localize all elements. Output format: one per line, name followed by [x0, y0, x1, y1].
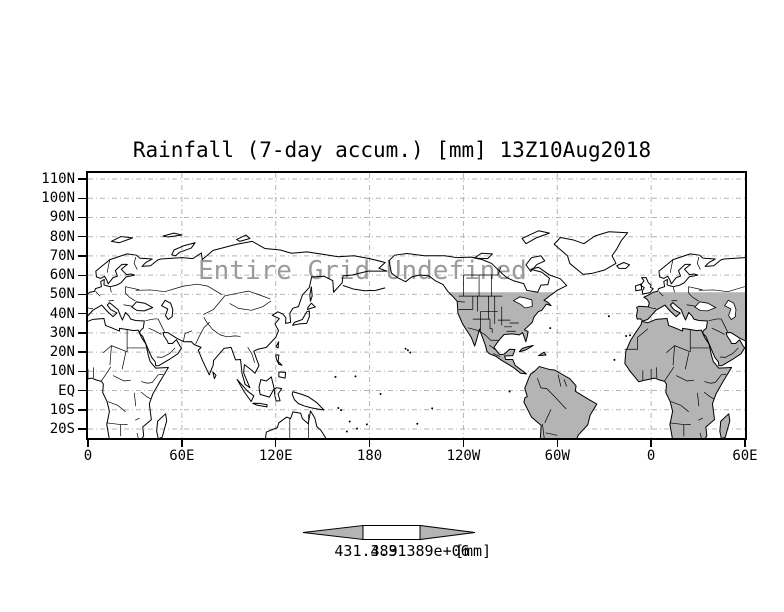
lat-tick-label: 20N: [49, 344, 75, 361]
lat-tick-label: 40N: [49, 305, 75, 322]
lon-tick-mark: [744, 439, 746, 447]
lat-tick-mark: [78, 332, 87, 334]
lat-tick-mark: [78, 236, 87, 238]
colorbar: [302, 524, 476, 541]
lon-tick-label: 0: [646, 448, 656, 464]
lat-tick-label: 50N: [49, 286, 75, 303]
borders-australia: [288, 413, 310, 438]
lat-tick-mark: [78, 389, 87, 392]
coast-eurasia: [88, 240, 388, 389]
coast-caspian: [160, 299, 174, 321]
lat-tick-mark: [78, 255, 87, 257]
undefined-grid-watermark: Entire Grid Undefined: [198, 256, 527, 286]
lat-tick-label: 80N: [49, 228, 75, 245]
lat-tick-label: 10S: [49, 401, 75, 418]
lon-tick-label: 120W: [446, 448, 481, 464]
colorbar-units-label: [mm]: [455, 542, 492, 560]
lat-tick-label: 10N: [49, 363, 75, 380]
coast-africa: [88, 317, 170, 438]
map-transform-group: [88, 229, 745, 438]
lon-tick-mark: [181, 439, 183, 447]
aleutian-islands: [343, 286, 385, 291]
lon-tick-mark: [87, 439, 89, 447]
lat-tick-mark: [78, 428, 87, 430]
shaded-land-layer: [389, 292, 745, 438]
small-islands-dots: [335, 316, 630, 431]
lat-tick-label: 20S: [49, 420, 75, 437]
lon-tick-mark: [556, 439, 558, 447]
lon-tick-label: 60W: [544, 448, 570, 464]
lat-tick-mark: [78, 351, 87, 353]
lat-tick-mark: [78, 216, 87, 219]
coastline-layer: [88, 229, 745, 438]
lat-tick-label: 70N: [49, 247, 75, 264]
lat-tick-mark: [78, 409, 87, 411]
lon-tick-mark: [650, 439, 652, 447]
grid-lines-layer: [88, 173, 745, 438]
lon-tick-mark: [275, 439, 277, 447]
lat-tick-label: 30N: [49, 324, 75, 341]
map-frame: Entire Grid Undefined: [86, 171, 747, 440]
colorbar-box: [362, 525, 421, 540]
plot-title: Rainfall (7-day accum.) [mm] 13Z10Aug201…: [132, 138, 652, 162]
lon-tick-label: 180: [356, 448, 383, 464]
coast-madagascar: [155, 412, 168, 438]
lat-tick-mark: [78, 313, 87, 315]
lon-tick-label: 60E: [169, 448, 195, 464]
lat-tick-mark: [78, 274, 87, 276]
lon-tick-mark: [462, 439, 465, 447]
lat-tick-mark: [78, 370, 87, 373]
lon-tick-label: 120E: [258, 448, 293, 464]
lat-tick-label: 90N: [49, 209, 75, 226]
colorbar-left-arrow: [302, 524, 364, 541]
colorbar-max-label: 4.31389e+06: [370, 542, 470, 560]
coast-greenland: [553, 230, 629, 276]
lon-tick-label: 60E: [732, 448, 758, 464]
lon-tick-label: 0: [83, 448, 93, 464]
colorbar-min-label: 431.389: [334, 542, 398, 560]
lat-tick-label: 60N: [49, 267, 75, 284]
lon-tick-mark: [368, 439, 371, 447]
coast-black-sea: [130, 300, 154, 312]
lat-tick-label: EQ: [58, 382, 75, 399]
borders-africa: [88, 327, 165, 438]
lat-tick-mark: [78, 178, 87, 180]
lat-tick-label: 100N: [41, 190, 75, 207]
lat-tick-mark: [78, 293, 87, 296]
lat-tick-mark: [78, 197, 87, 200]
lat-tick-label: 110N: [41, 171, 75, 187]
colorbar-right-arrow: [419, 524, 476, 541]
world-map: [88, 229, 745, 438]
